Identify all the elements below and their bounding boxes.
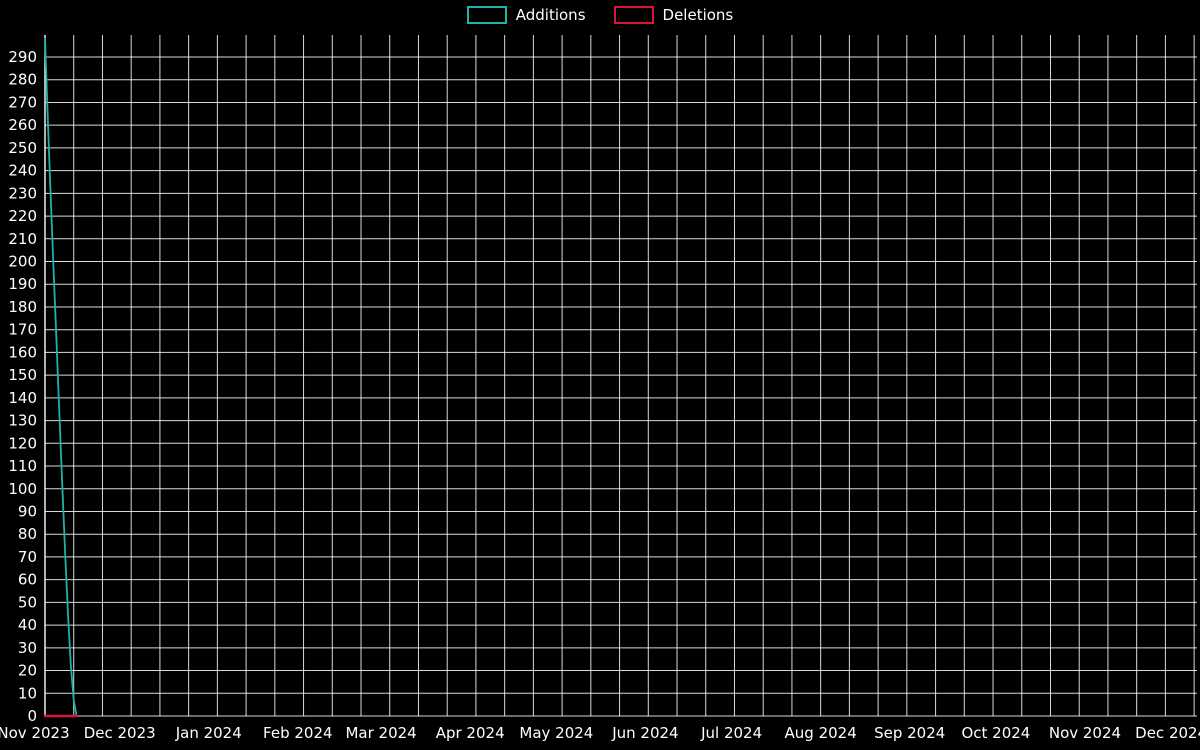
x-axis-tick-label: Sep 2024 [874,724,945,742]
chart-legend: Additions Deletions [0,6,1200,24]
legend-item-additions: Additions [466,6,586,24]
x-axis-tick-label: Oct 2024 [961,724,1030,742]
y-axis-tick-label: 160 [8,343,37,361]
y-axis-tick-label: 210 [8,230,37,248]
x-axis-tick-label: Nov 2023 [0,724,70,742]
legend-swatch-additions-icon [466,6,507,24]
y-axis-tick-label: 150 [8,366,37,384]
y-axis-tick-label: 90 [18,502,37,520]
y-axis-tick-label: 10 [18,684,37,702]
y-axis-tick-label: 70 [18,548,37,566]
y-axis-tick-label: 230 [8,184,37,202]
y-axis-tick-label: 30 [18,639,37,657]
series-line-additions [44,37,78,717]
y-axis-tick-label: 100 [8,480,37,498]
x-axis-tick-label: Jan 2024 [175,724,242,742]
y-axis-tick-label: 0 [27,707,37,725]
x-axis-tick-label: Nov 2024 [1049,724,1121,742]
y-axis-tick-label: 180 [8,298,37,316]
y-axis-tick-label: 40 [18,616,37,634]
y-axis-tick-label: 200 [8,253,37,271]
y-axis-tick-label: 130 [8,412,37,430]
legend-swatch-deletions-icon [613,6,654,24]
x-axis-tick-label: Dec 2024 [1135,724,1200,742]
x-axis-tick-label: May 2024 [519,724,593,742]
y-axis-tick-label: 190 [8,275,37,293]
y-axis-tick-label: 110 [8,457,37,475]
x-axis-tick-label: Aug 2024 [785,724,857,742]
x-axis-tick-label: Mar 2024 [345,724,416,742]
y-axis-tick-label: 140 [8,389,37,407]
y-axis-tick-label: 60 [18,571,37,589]
x-axis-tick-label: Jun 2024 [611,724,678,742]
legend-label-additions: Additions [515,6,586,24]
y-axis-tick-label: 80 [18,525,37,543]
x-axis-tick-label: Apr 2024 [436,724,505,742]
x-axis-tick-label: Feb 2024 [263,724,333,742]
x-axis-tick-label: Dec 2023 [84,724,156,742]
y-axis-tick-label: 290 [8,48,37,66]
y-axis-tick-label: 240 [8,162,37,180]
legend-label-deletions: Deletions [662,6,734,24]
y-axis-tick-label: 280 [8,71,37,89]
x-axis-tick-label: Jul 2024 [700,724,762,742]
y-axis-tick-label: 50 [18,593,37,611]
y-axis-tick-label: 20 [18,662,37,680]
y-axis-tick-label: 250 [8,139,37,157]
y-axis-tick-label: 170 [8,321,37,339]
y-axis-tick-label: 260 [8,116,37,134]
legend-item-deletions: Deletions [613,6,734,24]
y-axis-tick-label: 270 [8,93,37,111]
y-axis-tick-label: 220 [8,207,37,225]
y-axis-tick-label: 120 [8,434,37,452]
